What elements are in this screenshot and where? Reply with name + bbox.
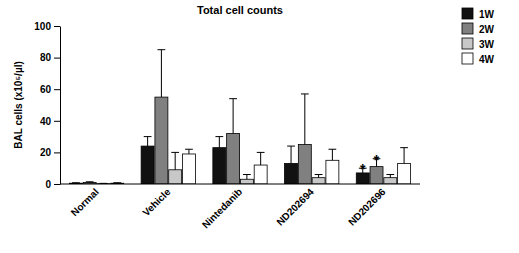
legend-label: 2W xyxy=(479,24,495,35)
tick: 40 xyxy=(40,116,60,127)
tick-mark xyxy=(54,58,60,59)
y-axis-title: BAL cells (x10⁵/µl) xyxy=(13,61,24,149)
legend-swatch xyxy=(462,23,473,34)
annotation: * xyxy=(360,161,366,177)
plot-area xyxy=(69,50,410,184)
tick: ND202696 xyxy=(346,186,388,228)
error-bar xyxy=(215,137,223,148)
error-bar xyxy=(144,137,152,146)
tick-mark xyxy=(54,121,60,122)
error-bar xyxy=(86,181,94,183)
bar-series xyxy=(69,137,369,184)
error-bar xyxy=(243,175,251,180)
legend-swatch xyxy=(462,8,473,19)
legend-label: 3W xyxy=(479,39,495,50)
error-bar xyxy=(328,149,336,160)
tick-label: 0 xyxy=(45,179,51,190)
error-bar xyxy=(158,50,166,97)
bar xyxy=(326,160,339,184)
axis-line xyxy=(60,184,420,185)
legend-label: 4W xyxy=(479,54,495,65)
error-bar xyxy=(257,152,265,165)
bar xyxy=(155,97,168,184)
tick: ND202694 xyxy=(274,186,316,228)
tick-label: ND202694 xyxy=(274,186,316,228)
tick-label: Normal xyxy=(69,186,101,218)
tick: 60 xyxy=(40,84,60,95)
error-bar xyxy=(229,99,237,134)
error-bar xyxy=(315,175,323,178)
chart-container: 0 20 40 60 80 100 Normal Vehicle Nintedanib ND202… xyxy=(0,0,519,253)
bar xyxy=(227,133,240,184)
legend-label: 1W xyxy=(479,9,495,20)
bar xyxy=(213,148,226,184)
tick: 20 xyxy=(40,147,60,158)
tick: 80 xyxy=(40,52,60,63)
legend: 1W 2W 3W 4W xyxy=(462,8,495,65)
bar xyxy=(398,163,411,184)
bar xyxy=(182,154,195,184)
bar xyxy=(312,178,325,184)
tick-label: Nintedanib xyxy=(200,186,244,230)
bar xyxy=(298,145,311,185)
bar xyxy=(285,163,298,184)
bar-series xyxy=(111,148,411,184)
bar xyxy=(384,178,397,184)
tick: 0 xyxy=(45,179,60,190)
tick-mark xyxy=(54,89,60,90)
tick-mark xyxy=(54,184,60,185)
tick: 100 xyxy=(34,21,60,32)
y-axis: 0 20 40 60 80 100 xyxy=(34,21,60,190)
tick-label: 60 xyxy=(40,84,52,95)
error-bar xyxy=(171,152,179,169)
error-bar xyxy=(301,94,309,145)
bar-series xyxy=(97,152,397,184)
bar xyxy=(240,179,253,184)
chart: 0 20 40 60 80 100 Normal Vehicle Nintedanib ND202… xyxy=(0,0,519,253)
error-bar xyxy=(386,175,394,178)
bar xyxy=(370,167,383,184)
tick-label: ND202696 xyxy=(346,186,388,228)
bar xyxy=(169,170,182,184)
bar xyxy=(141,146,154,184)
annotation: * xyxy=(374,152,380,168)
bar xyxy=(254,165,267,184)
tick: Nintedanib xyxy=(200,186,244,230)
axis-line xyxy=(60,27,61,185)
error-bar xyxy=(287,146,295,163)
title: Total cell counts xyxy=(197,4,283,16)
tick-mark xyxy=(54,152,60,153)
tick-label: Vehicle xyxy=(140,186,172,218)
tick: Normal xyxy=(69,186,101,218)
legend-swatch xyxy=(462,53,473,64)
tick-label: 40 xyxy=(40,116,52,127)
x-axis: Normal Vehicle Nintedanib ND202694 ND202696 xyxy=(60,184,420,230)
error-bar xyxy=(113,182,121,183)
legend-swatch xyxy=(462,38,473,49)
error-bar xyxy=(72,182,80,183)
tick-mark xyxy=(54,26,60,27)
error-bar xyxy=(185,149,193,154)
tick-label: 100 xyxy=(34,21,51,32)
error-bar xyxy=(400,148,408,164)
tick: Vehicle xyxy=(140,186,172,218)
tick-label: 20 xyxy=(40,147,52,158)
bar-series xyxy=(83,50,383,184)
tick-label: 80 xyxy=(40,52,52,63)
